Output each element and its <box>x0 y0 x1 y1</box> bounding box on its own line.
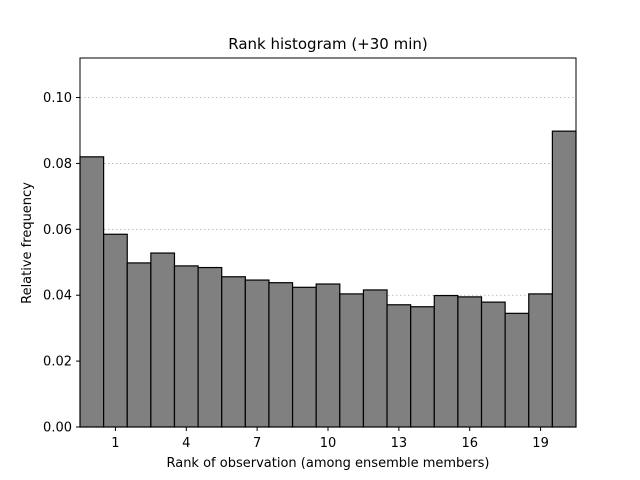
histogram-bar <box>386 304 412 428</box>
histogram-bar <box>103 233 128 428</box>
x-tick-label: 1 <box>111 436 119 451</box>
x-axis-ticks: 1 4 7 10 13 16 19 <box>111 427 549 451</box>
histogram-bar <box>457 296 483 428</box>
y-tick-label: 0.08 <box>43 157 72 172</box>
chart-title: Rank histogram (+30 min) <box>228 35 427 53</box>
y-axis-label: Relative frequency <box>20 182 35 304</box>
histogram-bar <box>315 283 341 428</box>
x-tick-label: 10 <box>320 436 337 451</box>
histogram-bar <box>504 312 530 428</box>
x-tick-label: 19 <box>532 436 549 451</box>
x-tick-label: 13 <box>391 436 408 451</box>
y-tick-label: 0.02 <box>43 355 72 370</box>
histogram-bar <box>268 282 294 428</box>
histogram-bar <box>126 262 152 428</box>
histogram-bar <box>291 286 317 428</box>
y-tick-label: 0.04 <box>43 289 72 304</box>
histogram-bar <box>480 301 506 428</box>
y-axis-ticks: 0.00 0.02 0.04 0.06 0.08 0.10 <box>43 91 80 436</box>
histogram-bar <box>244 279 270 428</box>
y-tick-label: 0.10 <box>43 91 72 106</box>
histogram-bar <box>150 252 176 428</box>
histogram-bar <box>410 306 435 428</box>
histogram-bar <box>339 293 365 428</box>
histogram-bar <box>528 293 553 428</box>
histogram-bar <box>433 294 459 428</box>
y-tick-label: 0.06 <box>43 223 72 238</box>
histogram-bar <box>173 265 199 428</box>
histogram-bar <box>79 156 105 428</box>
histogram-bar <box>362 289 388 428</box>
histogram-bar <box>197 266 223 428</box>
histogram-bar <box>221 276 246 428</box>
x-tick-label: 16 <box>461 436 478 451</box>
y-tick-label: 0.00 <box>43 421 72 436</box>
x-tick-label: 4 <box>182 436 190 451</box>
x-tick-label: 7 <box>253 436 261 451</box>
bars <box>79 130 577 428</box>
histogram-bar <box>551 130 577 428</box>
x-axis-label: Rank of observation (among ensemble memb… <box>166 456 489 471</box>
